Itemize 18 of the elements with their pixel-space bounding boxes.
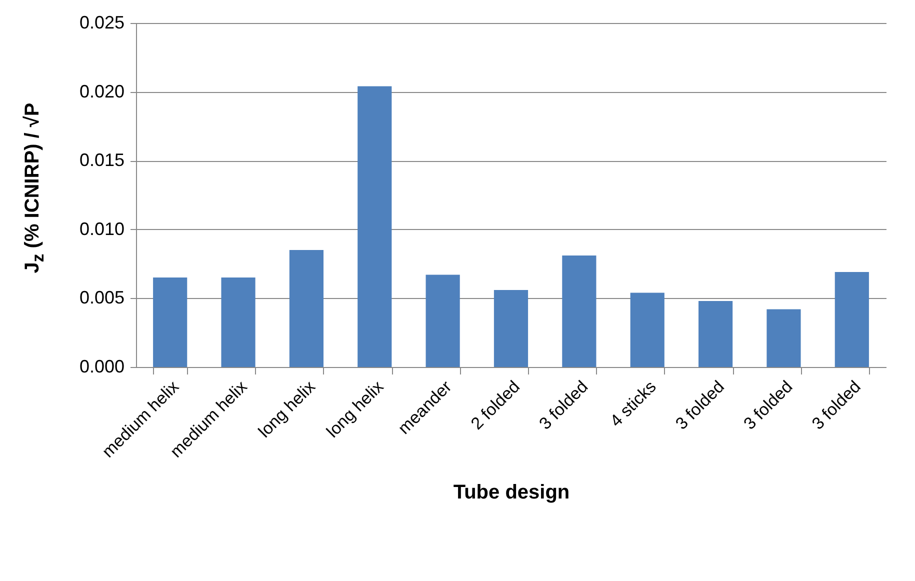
x-axis-title: Tube design: [453, 482, 570, 504]
bar: [153, 278, 188, 367]
bar: [766, 309, 801, 367]
y-tick-label: 0.025: [79, 12, 124, 32]
y-tick-label: 0.020: [79, 81, 124, 102]
bar: [562, 256, 596, 367]
bar: [221, 278, 256, 367]
bar: [834, 272, 869, 367]
y-tick-label: 0.010: [79, 218, 124, 239]
y-tick-label: 0.015: [79, 150, 124, 170]
bar: [289, 250, 324, 367]
y-tick-label: 0.005: [79, 288, 124, 308]
y-tick-label: 0.000: [79, 356, 124, 376]
bar: [698, 300, 733, 367]
bar: [426, 274, 460, 367]
bar: [358, 86, 392, 367]
bar: [494, 290, 528, 367]
bar: [630, 292, 664, 367]
